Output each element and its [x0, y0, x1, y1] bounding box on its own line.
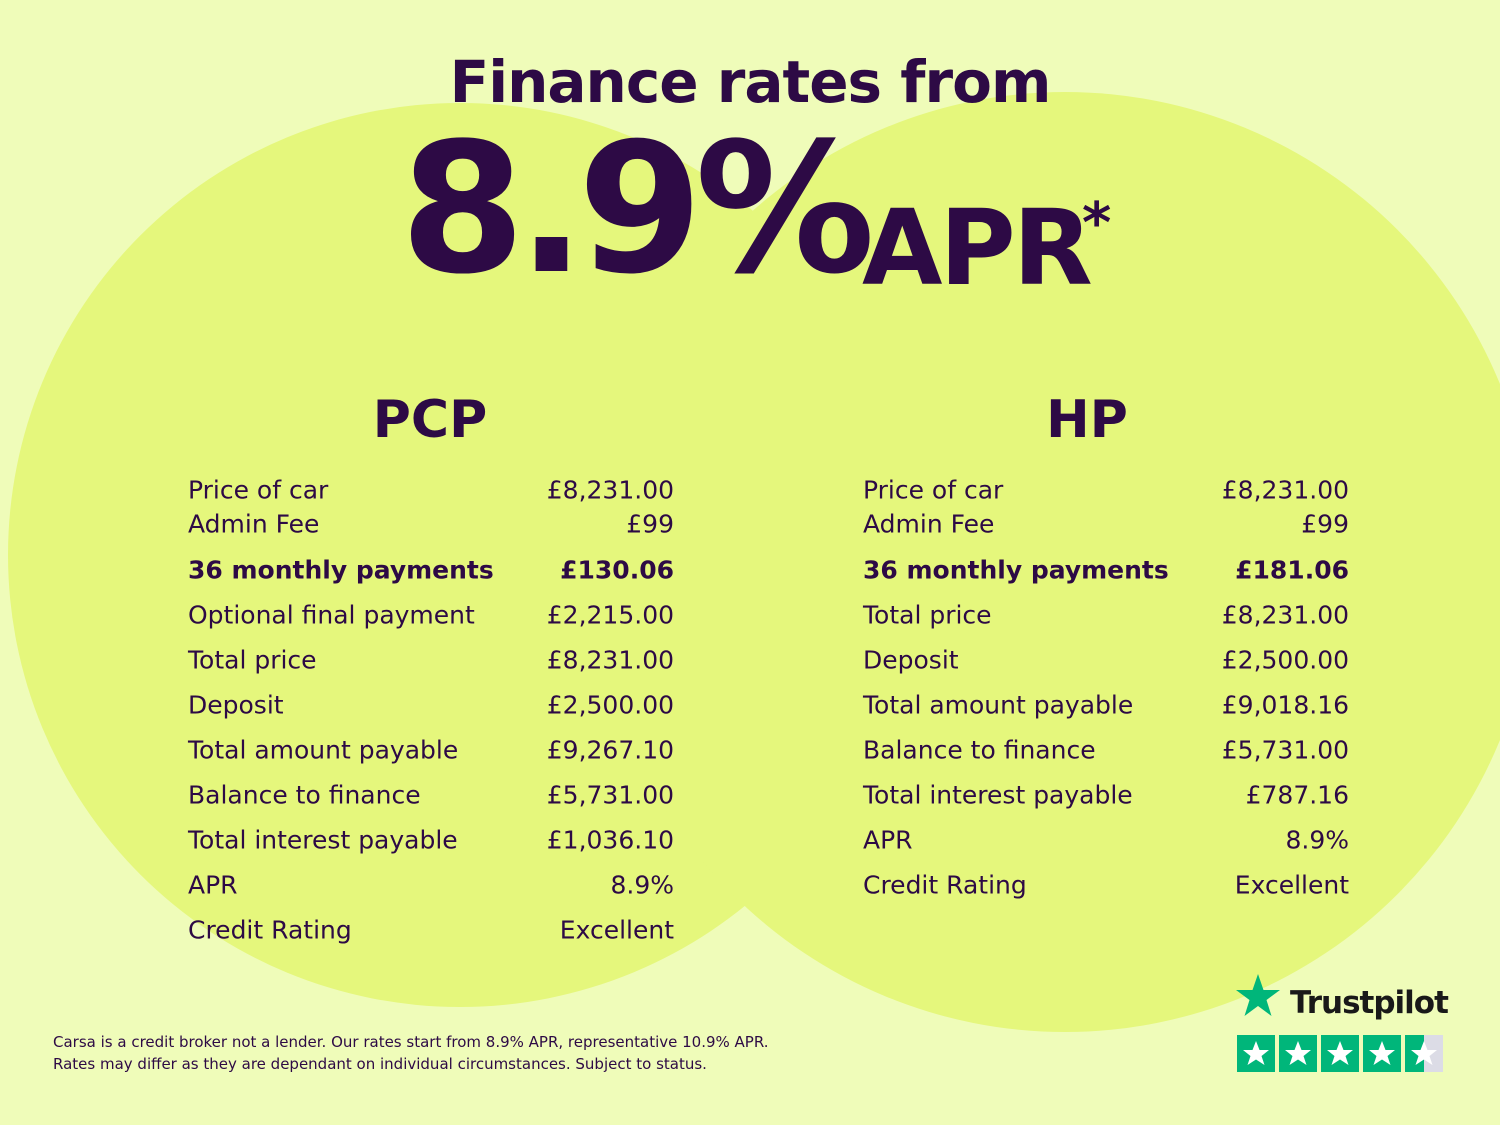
row-value: £5,731.00 — [546, 780, 674, 810]
trustpilot-logo — [1236, 974, 1443, 1072]
row-label: APR — [188, 870, 238, 900]
row-label: Total interest payable — [863, 780, 1133, 810]
row-label: Total price — [863, 600, 992, 630]
table-title: PCP — [372, 390, 488, 450]
row-label: Total interest payable — [188, 825, 458, 855]
row-value: £2,215.00 — [546, 600, 674, 630]
row-label: Price of car — [863, 475, 1004, 505]
row-value: £8,231.00 — [546, 475, 674, 505]
row-value: £181.06 — [1235, 555, 1349, 585]
rate: 8.9% — [400, 105, 875, 314]
row-label: Admin Fee — [863, 509, 995, 539]
row-value: £8,231.00 — [1221, 600, 1349, 630]
row-value: Excellent — [559, 915, 674, 945]
row-value: £2,500.00 — [1221, 645, 1349, 675]
row-label: Balance to finance — [188, 780, 421, 810]
row-value: £9,018.16 — [1221, 690, 1349, 720]
row-label: 36 monthly payments — [863, 555, 1169, 585]
row-value: 8.9% — [1285, 825, 1349, 855]
row-value: Excellent — [1234, 870, 1349, 900]
row-value: £130.06 — [560, 555, 674, 585]
row-label: 36 monthly payments — [188, 555, 494, 585]
row-value: £9,267.10 — [546, 735, 674, 765]
row-label: Total amount payable — [188, 735, 459, 765]
row-label: Deposit — [863, 645, 959, 675]
asterisk: * — [1082, 191, 1112, 256]
row-value: £787.16 — [1245, 780, 1349, 810]
row-label: Deposit — [188, 690, 284, 720]
row-label: Credit Rating — [863, 870, 1027, 900]
row-label: Credit Rating — [188, 915, 352, 945]
footnote: Rates may differ as they are dependant o… — [53, 1055, 707, 1073]
row-label: Balance to finance — [863, 735, 1096, 765]
row-label: Price of car — [188, 475, 329, 505]
row-value: £1,036.10 — [546, 825, 674, 855]
row-value: £8,231.00 — [1221, 475, 1349, 505]
table-title: HP — [1046, 390, 1128, 450]
row-label: Optional final payment — [188, 600, 475, 630]
row-label: Total amount payable — [863, 690, 1134, 720]
row-label: Total price — [188, 645, 317, 675]
row-value: £8,231.00 — [546, 645, 674, 675]
row-value: £99 — [1301, 509, 1349, 539]
footnote: Carsa is a credit broker not a lender. O… — [53, 1033, 769, 1051]
row-value: £99 — [626, 509, 674, 539]
trustpilot-text: Trustpilot — [1290, 985, 1449, 1021]
row-label: Admin Fee — [188, 509, 320, 539]
row-value: 8.9% — [610, 870, 674, 900]
title: Finance rates from — [449, 48, 1052, 116]
row-value: £2,500.00 — [546, 690, 674, 720]
row-value: £5,731.00 — [1221, 735, 1349, 765]
row-label: APR — [863, 825, 913, 855]
rate-suffix: APR — [862, 187, 1093, 309]
